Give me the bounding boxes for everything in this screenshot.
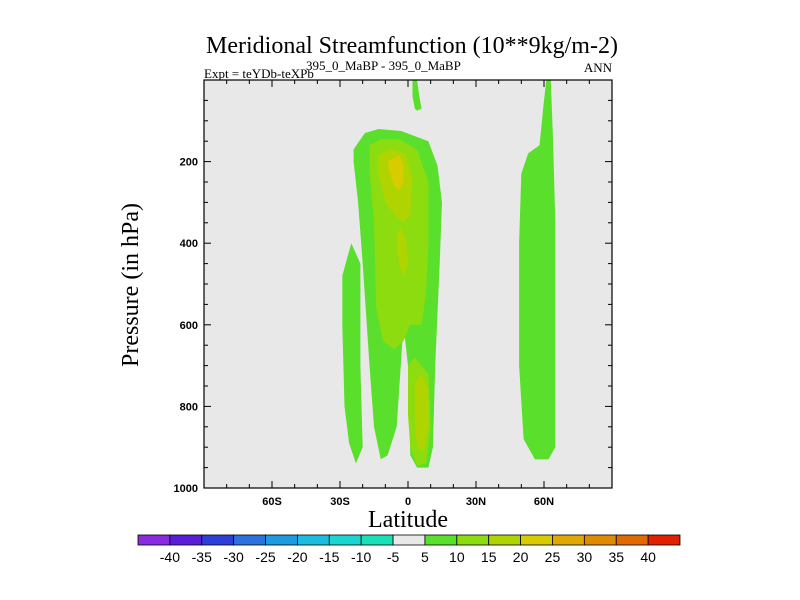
colorbar-box <box>615 534 649 546</box>
colorbar-box <box>265 534 298 546</box>
colorbar-box <box>424 534 458 546</box>
colorbar-box <box>583 534 617 546</box>
x-axis-ticks: 60S 30S 0 30N 60N <box>226 80 590 508</box>
x-tick-label: 60N <box>534 496 554 508</box>
colorbar-label: -35 <box>192 549 212 565</box>
subtitle-expt: Expt = teYDb-teXPb <box>204 66 314 81</box>
colorbar-label: 15 <box>481 549 497 565</box>
y-tick-label: 1000 <box>174 483 198 495</box>
y-axis-label: Pressure (in hPa) <box>118 203 144 367</box>
chart-title: Meridional Streamfunction (10**9kg/m-2) <box>206 33 618 59</box>
colorbar-box <box>520 534 553 546</box>
contour-p15-lower <box>414 373 429 452</box>
colorbar-label: -5 <box>387 549 400 565</box>
colorbar-box <box>552 534 585 546</box>
colorbar-label: -15 <box>319 549 339 565</box>
y-axis-ticks: 200 400 600 800 1000 <box>174 99 612 495</box>
y-tick-label: 800 <box>180 401 198 413</box>
colorbar-label: 5 <box>421 549 429 565</box>
contour-neg-20N-lower <box>448 210 490 468</box>
colorbar-label: -20 <box>287 549 307 565</box>
colorbar-box <box>233 534 266 546</box>
colorbar-label: -10 <box>351 549 371 565</box>
contour-pos-eq-top <box>412 80 422 111</box>
contour-neg-60S-column <box>292 116 311 444</box>
contour-p15-mid <box>396 226 408 276</box>
colorbar-label: -25 <box>255 549 275 565</box>
x-tick-label: 0 <box>405 496 411 508</box>
colorbar-label: 30 <box>577 549 593 565</box>
y-tick-label: 400 <box>180 238 198 250</box>
x-axis-label: Latitude <box>368 507 448 533</box>
contour-neg-20N-upper <box>437 116 474 154</box>
colorbar-label: 20 <box>513 549 529 565</box>
colorbar-label: 10 <box>449 549 465 565</box>
x-tick-label: 30S <box>330 496 350 508</box>
colorbar-label: 35 <box>608 549 624 565</box>
colorbar-box <box>297 534 330 546</box>
colorbar-box <box>360 534 394 546</box>
colorbar-box <box>392 534 426 546</box>
x-tick-label: 60S <box>262 496 282 508</box>
colorbar-box <box>488 534 521 546</box>
colorbar-box <box>456 534 490 546</box>
contour-pos-25S-lower <box>342 243 363 464</box>
x-tick-label: 30N <box>466 496 486 508</box>
colorbar-box <box>328 534 362 546</box>
colorbar-box <box>647 534 681 546</box>
colorbar-box <box>137 534 171 546</box>
subtitle-season: ANN <box>584 60 613 75</box>
colorbar-label: 40 <box>640 549 656 565</box>
colorbar-box <box>201 534 235 546</box>
subtitle-center: 395_0_MaBP - 395_0_MaBP <box>306 58 461 73</box>
colorbar-label: -40 <box>160 549 180 565</box>
colorbar-label: -30 <box>224 549 244 565</box>
colorbar: -40 -35 -30 -25 -20 -15 -10 -5 5 10 15 20 25 30 35 40 <box>137 534 681 565</box>
y-tick-label: 600 <box>180 320 198 332</box>
contour-layer <box>292 80 556 468</box>
colorbar-box <box>169 534 203 546</box>
y-tick-label: 200 <box>180 157 198 169</box>
contour-pos-55N-column <box>519 80 556 460</box>
colorbar-label: 25 <box>545 549 561 565</box>
contour-p20-core <box>387 155 404 191</box>
